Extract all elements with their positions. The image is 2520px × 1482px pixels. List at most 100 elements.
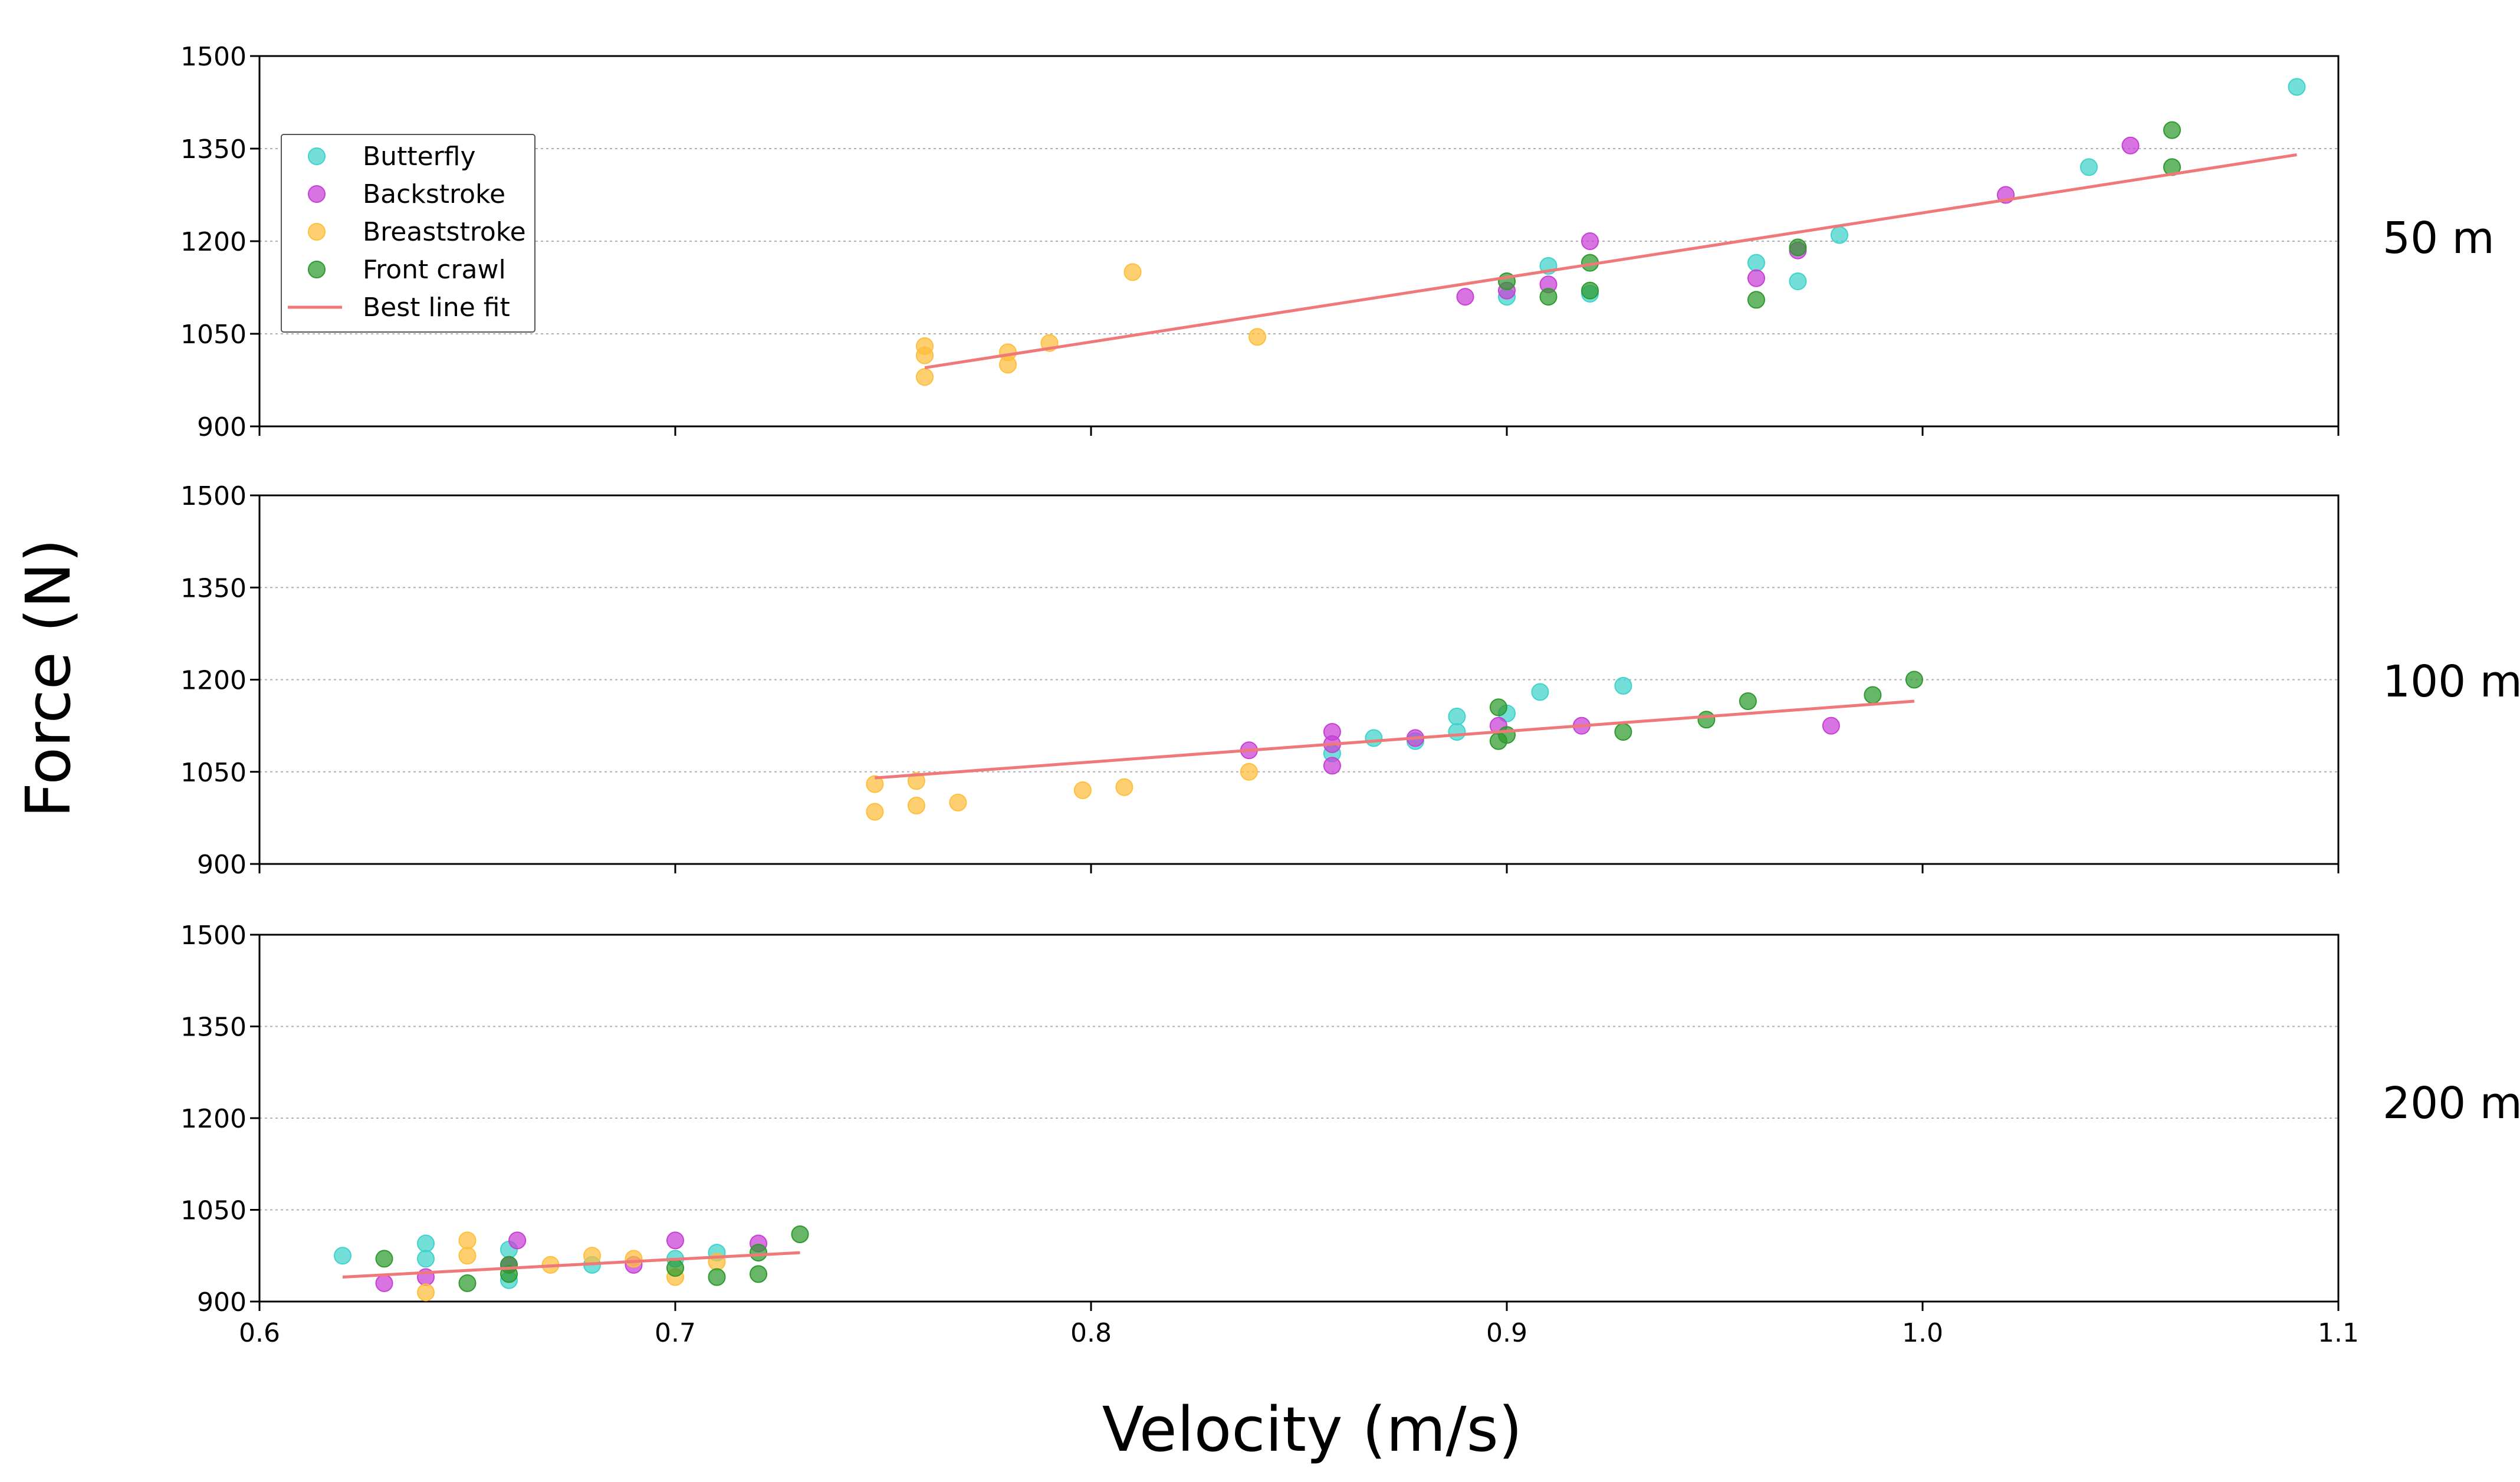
point-butterfly (1831, 226, 1848, 244)
legend-marker-front-crawl (308, 261, 326, 278)
point-backstroke (1456, 288, 1474, 306)
point-front-crawl (666, 1258, 684, 1277)
point-backstroke (1822, 717, 1840, 735)
y-tick-label: 1350 (180, 1013, 247, 1043)
point-butterfly (1747, 254, 1765, 272)
y-tick-label: 1500 (180, 921, 247, 951)
point-breaststroke (458, 1247, 477, 1265)
point-butterfly (1448, 723, 1466, 741)
fit-line (342, 1251, 800, 1279)
y-tick-label: 1350 (180, 134, 247, 165)
point-butterfly (1789, 272, 1807, 291)
y-tick-label: 900 (197, 850, 247, 880)
legend-marker-butterfly (308, 147, 326, 165)
y-tick-label: 1050 (180, 758, 247, 788)
point-backstroke (375, 1274, 393, 1292)
distance-label: 50 m (2383, 213, 2495, 264)
y-tick-label: 1200 (180, 666, 247, 696)
y-tick-label: 1350 (180, 573, 247, 603)
fit-line (875, 699, 1915, 780)
panel-frame (258, 494, 2340, 865)
fit-line (924, 153, 2297, 370)
x-tick-label: 1.1 (2318, 1318, 2359, 1348)
point-front-crawl (375, 1250, 393, 1268)
point-front-crawl (708, 1268, 726, 1286)
legend-marker-breaststroke (308, 223, 326, 241)
point-breaststroke (916, 368, 934, 386)
panel-3: 900 1050 1200 1350 1500 200 m (180, 921, 2520, 1317)
x-axis-title: Velocity (m/s) (1102, 1394, 1523, 1465)
legend-label-breaststroke: Breaststroke (363, 217, 526, 247)
point-breaststroke (866, 803, 884, 821)
y-tick-label: 1500 (180, 481, 247, 511)
point-front-crawl (750, 1265, 767, 1283)
point-breaststroke (458, 1231, 477, 1250)
x-tick-label: 0.6 (239, 1318, 280, 1348)
point-backstroke (1581, 232, 1599, 250)
point-front-crawl (1697, 711, 1716, 729)
point-breaststroke (999, 356, 1017, 374)
legend-label-butterfly: Butterfly (363, 142, 476, 172)
point-front-crawl (458, 1274, 477, 1292)
point-butterfly (417, 1234, 435, 1253)
point-front-crawl (1747, 291, 1765, 309)
point-breaststroke (1073, 781, 1092, 799)
x-tick-label: 0.8 (1070, 1318, 1112, 1348)
point-backstroke (666, 1231, 684, 1250)
point-front-crawl (1614, 723, 1632, 741)
x-tick-label: 1.0 (1902, 1318, 1943, 1348)
point-breaststroke (1115, 778, 1133, 796)
point-breaststroke (916, 346, 934, 364)
point-breaststroke (625, 1250, 643, 1268)
point-front-crawl (1789, 238, 1807, 257)
distance-label: 100 m (2383, 656, 2520, 707)
legend-label-best-line-fit: Best line fit (363, 293, 510, 323)
point-front-crawl (750, 1244, 767, 1262)
x-tick-label: 0.7 (655, 1318, 696, 1348)
point-backstroke (1747, 269, 1765, 287)
point-breaststroke (1240, 763, 1258, 781)
point-breaststroke (907, 797, 925, 815)
point-front-crawl (1489, 698, 1507, 717)
point-butterfly (334, 1247, 351, 1265)
point-butterfly (1365, 729, 1383, 747)
point-breaststroke (866, 775, 884, 793)
point-breaststroke (583, 1247, 601, 1265)
point-front-crawl (1539, 288, 1558, 306)
point-butterfly (1448, 708, 1466, 725)
point-front-crawl (1864, 686, 1882, 704)
point-front-crawl (791, 1225, 809, 1243)
point-breaststroke (1123, 263, 1142, 281)
y-tick-label: 1200 (180, 227, 247, 257)
point-front-crawl (1581, 281, 1599, 300)
point-front-crawl (1905, 671, 1923, 689)
y-tick-label: 1050 (180, 320, 247, 350)
point-breaststroke (417, 1283, 435, 1302)
panel-2: 900 1050 1200 1350 1500 100 m (180, 481, 2520, 880)
point-breaststroke (1248, 328, 1266, 346)
point-front-crawl (1498, 726, 1516, 744)
legend-marker-backstroke (308, 185, 326, 203)
point-butterfly (417, 1250, 435, 1268)
point-butterfly (2288, 78, 2306, 96)
point-butterfly (1531, 683, 1549, 701)
point-butterfly (1614, 676, 1632, 695)
y-axis-title: Force (N) (12, 538, 84, 817)
point-breaststroke (949, 793, 967, 811)
point-breaststroke (907, 772, 925, 790)
point-front-crawl (1739, 692, 1757, 710)
y-tick-label: 900 (197, 412, 247, 442)
legend-label-backstroke: Backstroke (363, 179, 505, 209)
point-butterfly (2080, 158, 2098, 176)
legend-box (281, 134, 535, 333)
point-backstroke (2121, 136, 2140, 155)
panel-frame (258, 934, 2340, 1303)
y-tick-label: 1500 (180, 42, 247, 72)
point-front-crawl (2163, 121, 2181, 139)
y-tick-label: 900 (197, 1287, 247, 1317)
point-backstroke (508, 1231, 527, 1250)
y-tick-label: 1200 (180, 1104, 247, 1134)
legend: Butterfly Backstroke Breaststroke Front cra… (281, 134, 535, 333)
panel-frame (258, 55, 2340, 428)
y-tick-label: 1050 (180, 1196, 247, 1226)
